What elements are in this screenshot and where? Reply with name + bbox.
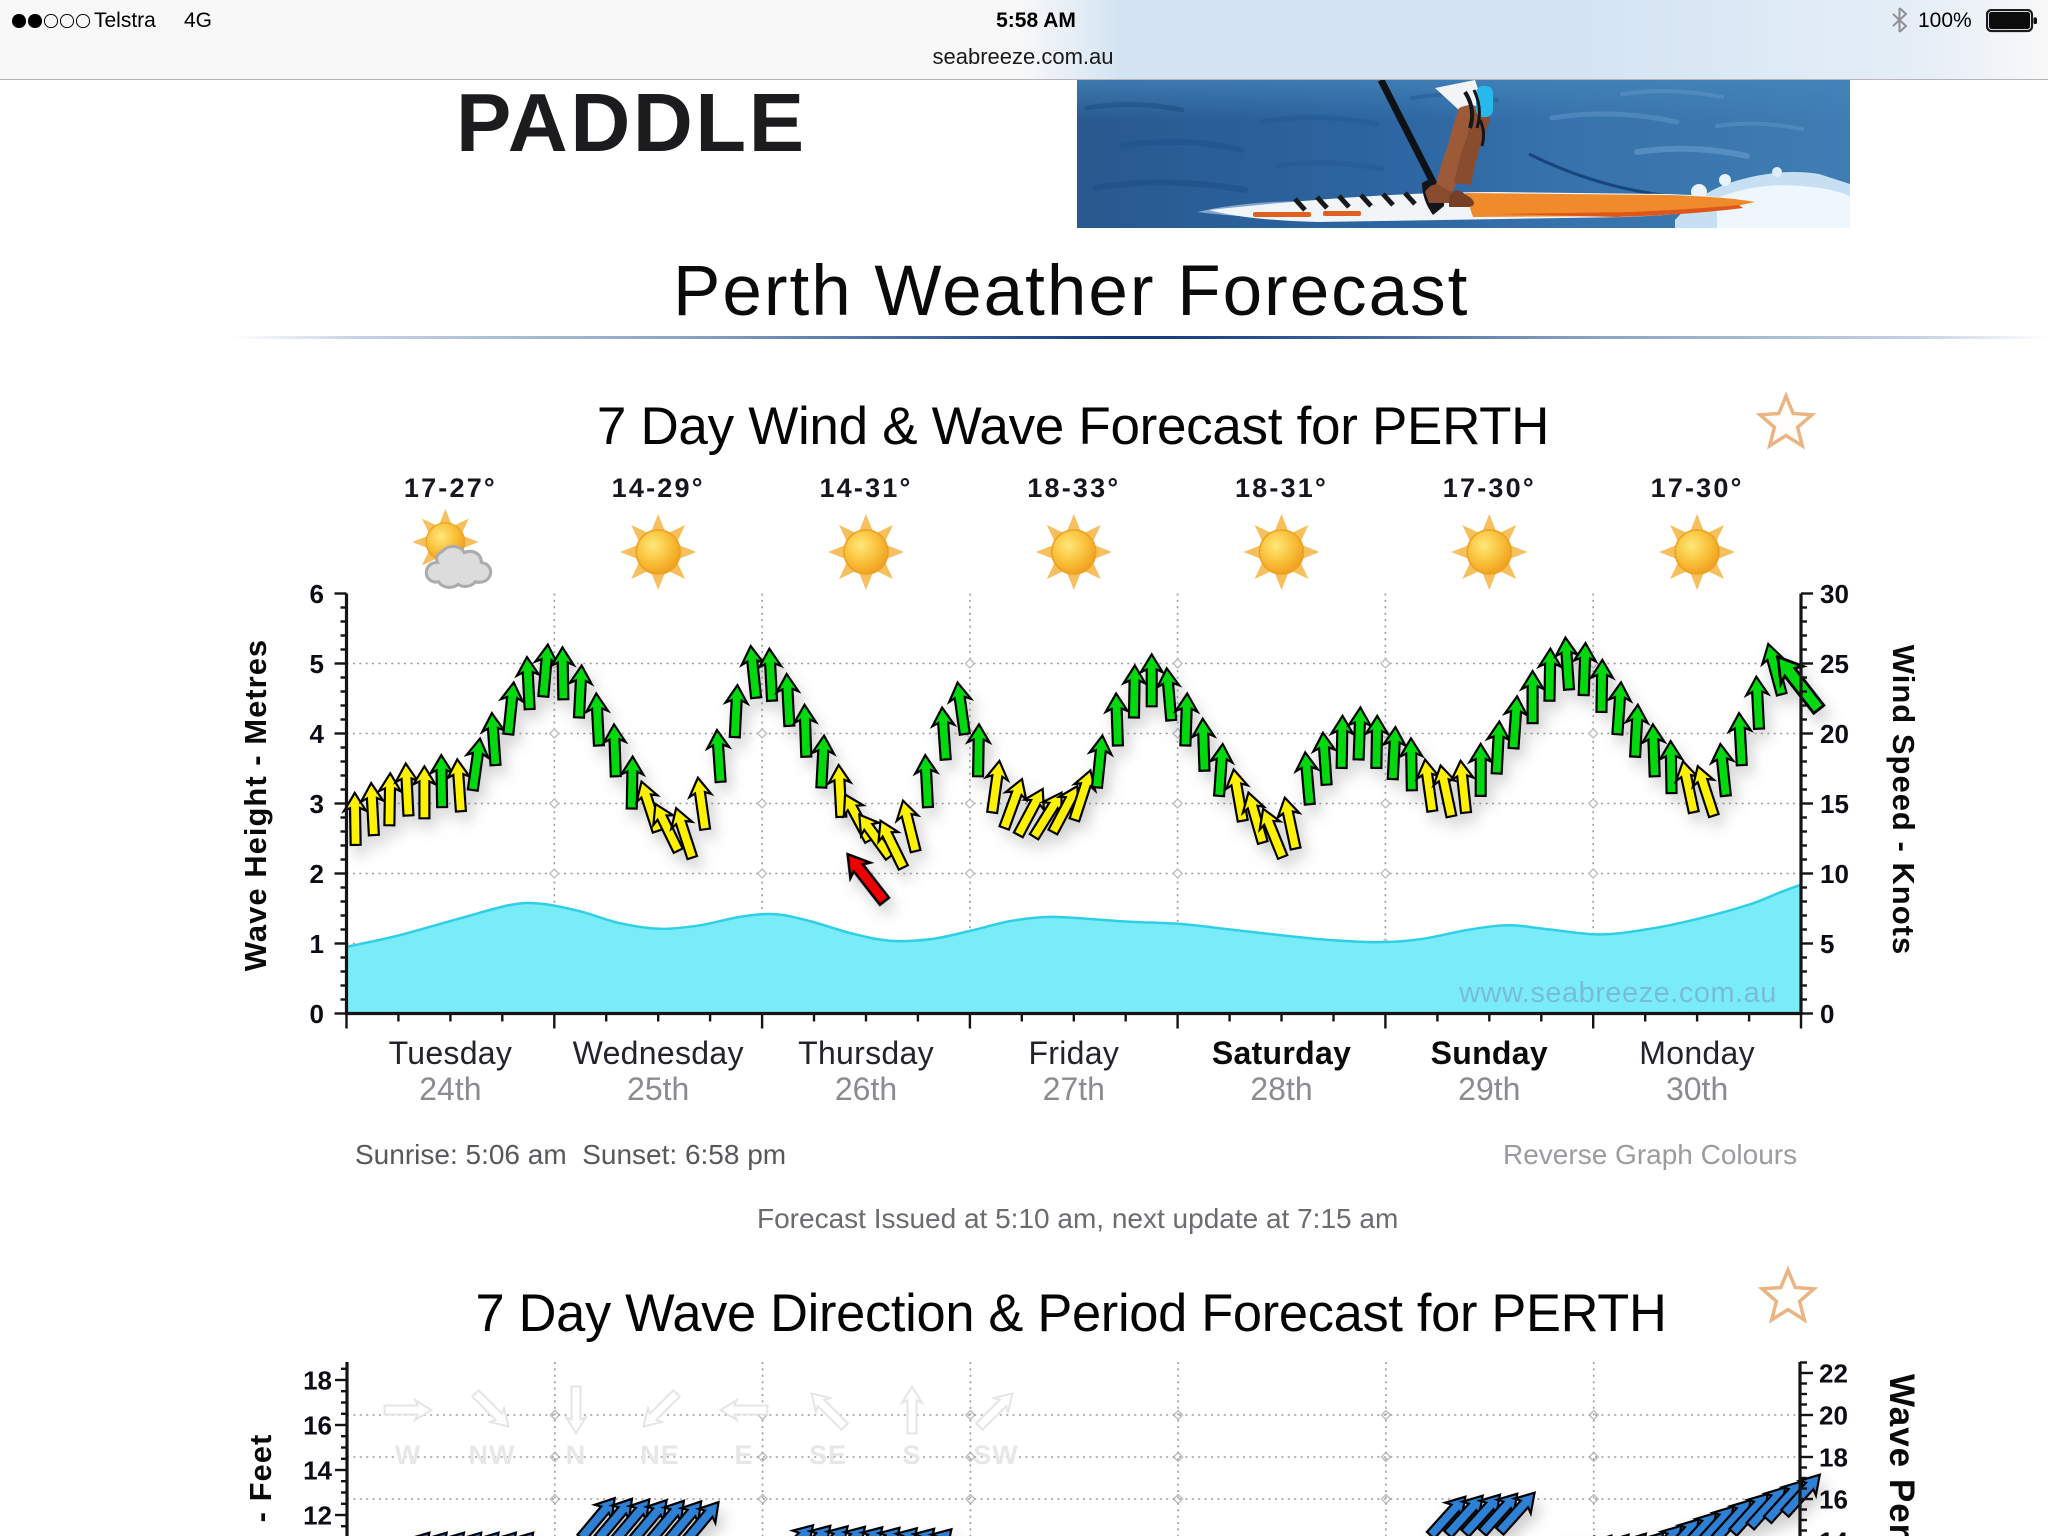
svg-text:25th: 25th [627,1071,689,1107]
svg-text:27th: 27th [1043,1071,1105,1107]
svg-text:Saturday: Saturday [1212,1035,1351,1071]
svg-text:N: N [566,1440,587,1470]
svg-text:0: 0 [310,999,324,1029]
svg-text:1: 1 [310,929,324,959]
svg-text:20: 20 [1819,1401,1848,1431]
svg-text:Tuesday: Tuesday [389,1035,513,1071]
svg-text:0: 0 [1820,999,1834,1029]
svg-text:18-31°: 18-31° [1235,473,1328,503]
svg-text:Wednesday: Wednesday [573,1035,744,1071]
svg-text:14-29°: 14-29° [612,473,705,503]
svg-text:Sunday: Sunday [1431,1035,1548,1071]
svg-text:30: 30 [1820,579,1849,609]
svg-text:2: 2 [310,859,324,889]
svg-text:5: 5 [310,649,324,679]
svg-text:29th: 29th [1458,1071,1520,1107]
svg-text:12: 12 [303,1501,332,1531]
svg-text:14: 14 [1819,1527,1848,1536]
svg-text:5: 5 [1820,929,1834,959]
svg-text:17-30°: 17-30° [1651,473,1744,503]
svg-text:Friday: Friday [1028,1035,1119,1071]
svg-text:28th: 28th [1250,1071,1312,1107]
svg-text:NE: NE [640,1440,680,1470]
svg-text:14: 14 [303,1456,332,1486]
svg-text:18-33°: 18-33° [1027,473,1120,503]
svg-text:22: 22 [1819,1359,1848,1389]
svg-text:Thursday: Thursday [798,1035,934,1071]
svg-text:30th: 30th [1666,1071,1728,1107]
svg-text:- Feet: - Feet [243,1434,278,1523]
svg-text:16: 16 [1819,1485,1848,1515]
svg-text:4: 4 [310,719,325,749]
svg-text:25: 25 [1820,649,1849,679]
svg-text:6: 6 [310,579,324,609]
svg-text:3: 3 [310,789,324,819]
svg-text:SE: SE [809,1440,847,1470]
svg-text:26th: 26th [835,1071,897,1107]
svg-text:7 Day Wind & Wave Forecast for: 7 Day Wind & Wave Forecast for PERTH [597,397,1549,456]
svg-text:Wind Speed - Knots: Wind Speed - Knots [1886,645,1921,956]
svg-text:NW: NW [469,1440,516,1470]
svg-text:Monday: Monday [1639,1035,1755,1071]
svg-text:14-31°: 14-31° [819,473,912,503]
svg-text:17-30°: 17-30° [1443,473,1536,503]
svg-text:7 Day Wave Direction & Period: 7 Day Wave Direction & Period Forecast f… [476,1285,1667,1343]
svg-text:E: E [734,1440,753,1470]
svg-text:www.seabreeze.com.au: www.seabreeze.com.au [1458,977,1777,1009]
svg-text:18: 18 [1819,1443,1848,1473]
svg-text:Wave Height - Metres: Wave Height - Metres [238,639,273,971]
svg-text:18: 18 [303,1366,332,1396]
svg-text:W: W [395,1440,421,1470]
svg-text:Wave Period - Sec: Wave Period - Sec [1882,1374,1921,1536]
svg-text:20: 20 [1820,719,1849,749]
svg-text:10: 10 [1820,859,1849,889]
svg-text:S: S [902,1440,921,1470]
svg-text:17-27°: 17-27° [404,473,497,503]
svg-text:SW: SW [973,1440,1019,1470]
svg-text:16: 16 [303,1411,332,1441]
svg-text:15: 15 [1820,789,1849,819]
svg-text:24th: 24th [419,1071,481,1107]
